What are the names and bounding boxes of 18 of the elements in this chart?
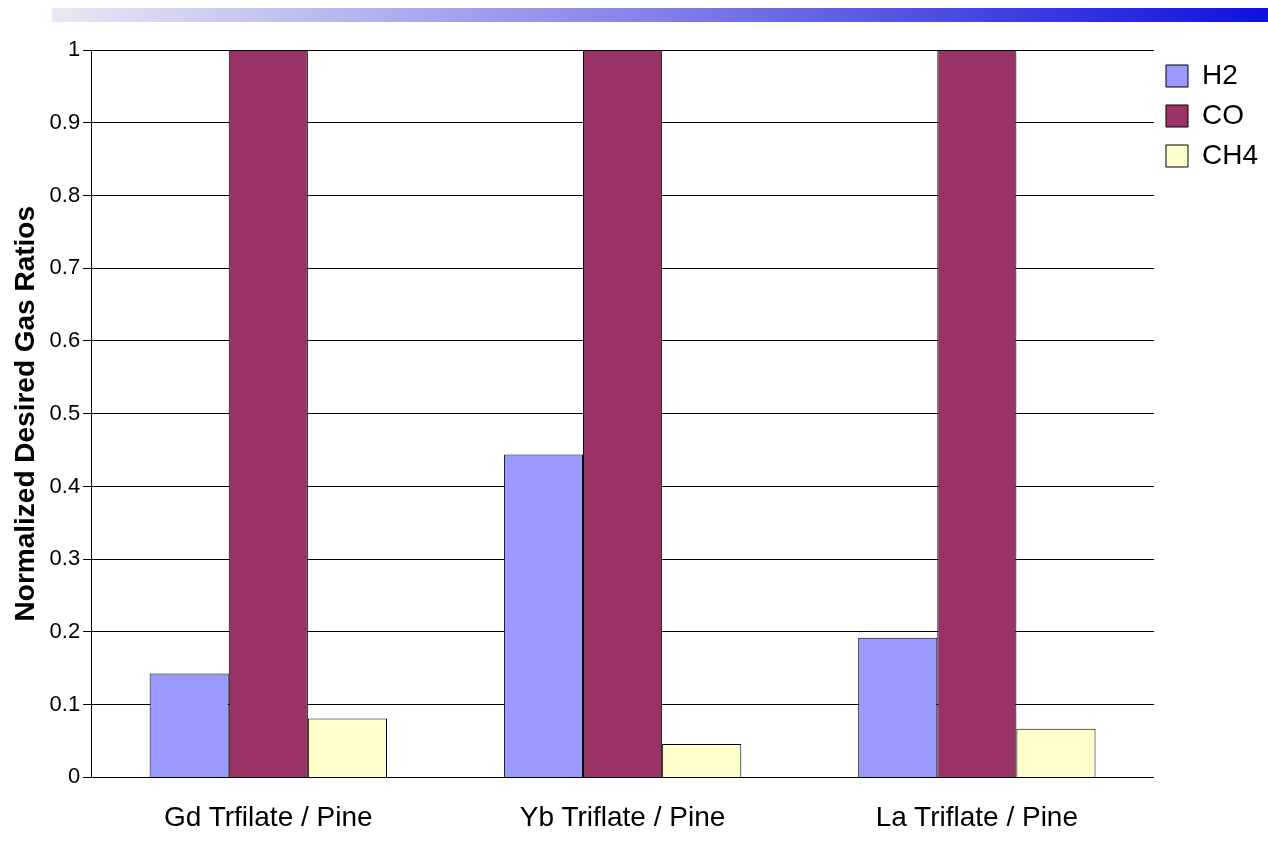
y-tick-label: 0.9 — [49, 108, 81, 134]
y-tick-label: 0.2 — [49, 617, 81, 643]
y-tick-label: 0 — [67, 763, 81, 789]
y-axis-title: Normalized Desired Gas Ratios — [8, 205, 40, 622]
y-tick-label: 0.5 — [49, 399, 81, 425]
y-tick-label: 0.4 — [49, 472, 81, 498]
legend-label: H2 — [1201, 58, 1238, 90]
x-tick-label: Gd Trfilate / Pine — [164, 800, 373, 832]
legend-label: CO — [1201, 98, 1244, 130]
y-tick-label: 0.6 — [49, 327, 81, 353]
x-tick-label: Yb Triflate / Pine — [519, 800, 726, 832]
y-tick-label: 0.1 — [49, 690, 81, 716]
legend-label: CH4 — [1201, 138, 1258, 170]
y-tick-label: 0.7 — [49, 254, 81, 280]
x-tick-label: La Triflate / Pine — [875, 800, 1079, 832]
y-tick-label: 0.3 — [49, 545, 81, 571]
y-tick-label: 1 — [67, 36, 81, 62]
y-tick-label: 0.8 — [49, 181, 81, 207]
